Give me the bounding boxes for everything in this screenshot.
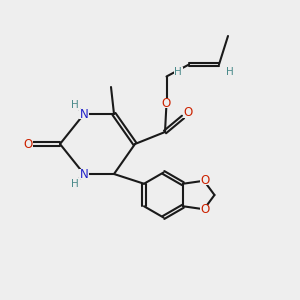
- Text: H: H: [71, 100, 79, 110]
- FancyBboxPatch shape: [224, 67, 233, 75]
- FancyBboxPatch shape: [200, 176, 209, 185]
- Text: O: O: [200, 203, 209, 216]
- FancyBboxPatch shape: [174, 67, 183, 75]
- FancyBboxPatch shape: [71, 178, 80, 187]
- FancyBboxPatch shape: [200, 205, 209, 214]
- Text: H: H: [226, 67, 233, 77]
- Text: O: O: [200, 174, 209, 187]
- Text: N: N: [80, 107, 88, 121]
- FancyBboxPatch shape: [79, 109, 89, 119]
- FancyBboxPatch shape: [79, 169, 89, 179]
- FancyBboxPatch shape: [183, 109, 192, 118]
- Text: N: N: [80, 167, 88, 181]
- Text: H: H: [174, 67, 182, 77]
- Text: O: O: [184, 106, 193, 119]
- Text: O: O: [162, 97, 171, 110]
- FancyBboxPatch shape: [24, 139, 33, 149]
- FancyBboxPatch shape: [71, 101, 80, 110]
- FancyBboxPatch shape: [162, 99, 171, 108]
- Text: O: O: [24, 137, 33, 151]
- Text: H: H: [71, 178, 79, 189]
